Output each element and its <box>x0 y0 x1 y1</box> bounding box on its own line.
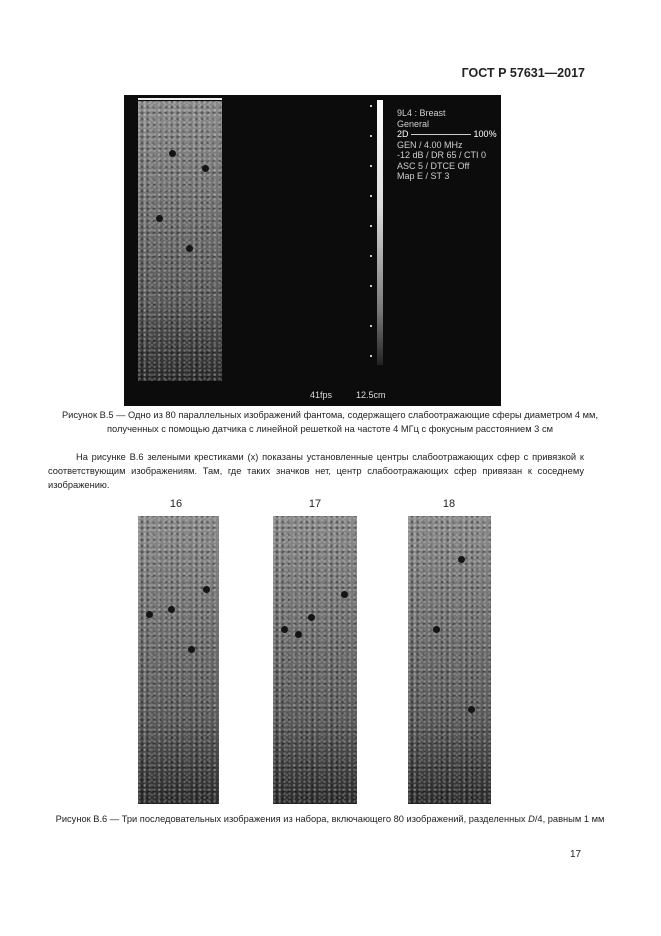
ultrasound-image-b5: 9L4 : Breast General 2D 100% GEN / 4.00 … <box>124 95 501 406</box>
fps-readout: 41fps <box>310 390 333 400</box>
page-number: 17 <box>570 849 582 860</box>
ultrasound-slice-16 <box>138 516 219 804</box>
standard-header: ГОСТ Р 57631—2017 <box>461 66 585 80</box>
depth-readout: 12.5cm <box>356 390 386 400</box>
ultrasound-slice-18 <box>408 516 491 804</box>
image-label-17: 17 <box>308 498 322 510</box>
image-label-18: 18 <box>442 498 456 510</box>
figure-b5-caption: Рисунок В.5 — Одно из 80 параллельных из… <box>61 410 599 434</box>
ultrasound-slice-17 <box>273 516 357 804</box>
image-label-16: 16 <box>169 498 183 510</box>
scan-settings-overlay: 9L4 : Breast General 2D 100% GEN / 4.00 … <box>397 108 497 181</box>
figure-b6-caption: Рисунок В.6 — Три последовательных изобр… <box>55 814 605 824</box>
body-paragraph: На рисунке В.6 зелеными крестиками (x) п… <box>48 452 584 490</box>
